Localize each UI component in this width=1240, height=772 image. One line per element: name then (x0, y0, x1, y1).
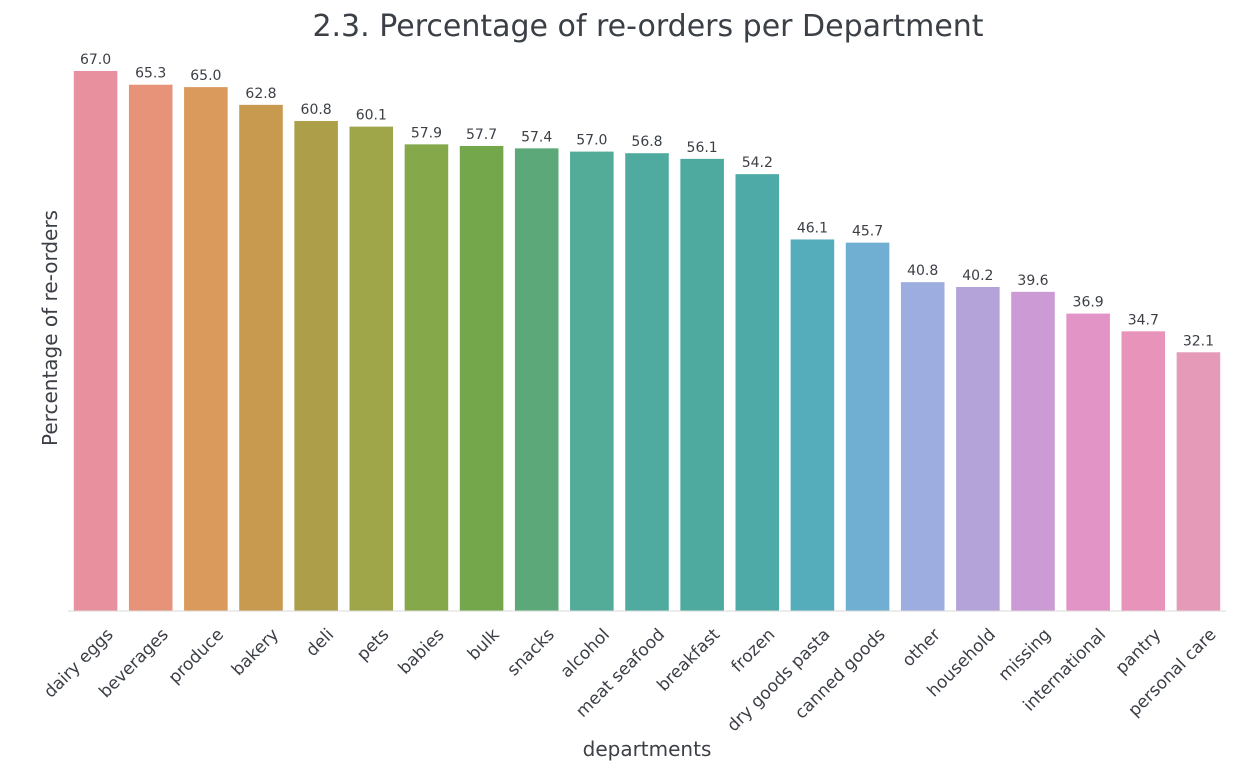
x-tick-frozen: frozen (728, 625, 780, 677)
bar-bulk (459, 145, 504, 611)
bar-breakfast (680, 158, 724, 611)
data-label-dry-goods-pasta: 46.1 (797, 220, 828, 236)
bar-babies (404, 144, 449, 611)
bar-produce (184, 87, 228, 612)
bar-pantry (1121, 331, 1166, 611)
data-label-bakery: 62.8 (245, 86, 276, 102)
bar-other (900, 282, 945, 611)
data-label-missing: 39.6 (1017, 273, 1048, 289)
bar-international (1066, 313, 1110, 611)
data-label-babies: 57.9 (411, 125, 442, 141)
data-label-international: 36.9 (1073, 295, 1104, 311)
data-label-other: 40.8 (907, 263, 938, 279)
x-tick-pets: pets (353, 625, 393, 665)
chart-title: 2.3. Percentage of re-orders per Departm… (312, 9, 983, 44)
data-label-breakfast: 56.1 (687, 140, 718, 156)
data-label-household: 40.2 (962, 268, 993, 284)
bar-snacks (514, 148, 559, 611)
bar-frozen (735, 174, 780, 611)
bar-household (956, 287, 1000, 611)
bar-missing (1011, 291, 1055, 611)
bar-personal-care (1176, 352, 1221, 611)
data-label-meat-seafood: 56.8 (631, 134, 662, 150)
x-tick-other: other (899, 625, 945, 671)
x-tick-deli: deli (302, 625, 338, 661)
x-tick-pantry: pantry (1112, 625, 1166, 679)
bar-bakery (239, 104, 283, 611)
x-tick-babies: babies (395, 625, 449, 679)
data-label-alcohol: 57.0 (576, 133, 607, 149)
bar-canned-goods (845, 242, 890, 612)
x-tick-produce: produce (165, 625, 228, 688)
bars-group (73, 71, 1221, 612)
x-tick-snacks: snacks (503, 625, 558, 680)
bar-meat-seafood (625, 153, 669, 611)
data-label-canned-goods: 45.7 (852, 224, 883, 240)
bar-pets (349, 126, 394, 612)
bar-deli (294, 120, 338, 611)
x-tick-bakery: bakery (228, 625, 283, 680)
data-label-beverages: 65.3 (135, 66, 166, 82)
bar-dry-goods-pasta (790, 239, 835, 611)
bar-beverages (128, 84, 173, 611)
bar-dairy-eggs (73, 71, 118, 611)
y-axis-label: Percentage of re-orders (38, 210, 62, 446)
data-label-personal-care: 32.1 (1183, 333, 1214, 349)
x-tick-bulk: bulk (464, 625, 504, 665)
data-label-deli: 60.8 (301, 102, 332, 118)
data-label-pets: 60.1 (356, 108, 387, 124)
x-axis-label: departments (583, 737, 712, 761)
value-labels-group: 67.0 65.3 65.0 62.8 60.8 60.1 57.9 57.7 57.4 57.0… (80, 52, 1214, 349)
data-label-produce: 65.0 (190, 68, 221, 84)
data-label-dairy-eggs: 67.0 (80, 52, 111, 68)
data-label-pantry: 34.7 (1128, 312, 1159, 328)
data-label-frozen: 54.2 (742, 155, 773, 171)
data-label-bulk: 57.7 (466, 127, 497, 143)
bar-alcohol (570, 151, 614, 611)
data-label-snacks: 57.4 (521, 129, 552, 145)
x-tick-dry-goods-pasta: dry goods pasta (723, 625, 834, 736)
